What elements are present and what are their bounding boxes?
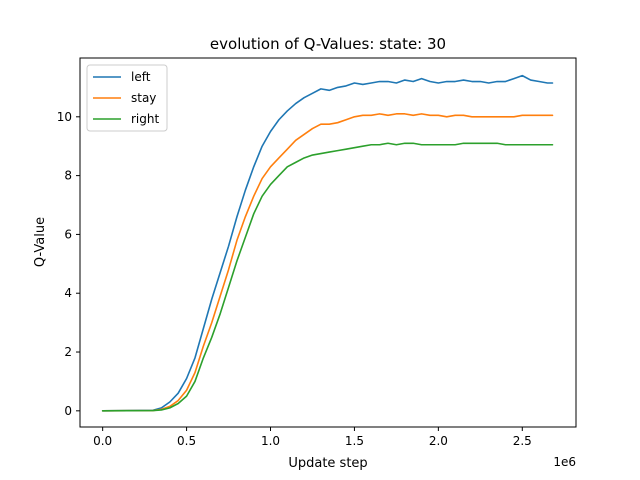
legend-label-stay: stay [131,91,156,105]
legend-box [86,64,168,132]
legend-label-left: left [131,70,151,84]
series-line-left [101,74,554,412]
series-layer [101,74,554,412]
y-tick-label: 2 [64,345,72,359]
plot-frame [79,57,577,428]
y-axis-label: Q-Value [33,217,48,267]
chart-title: evolution of Q-Values: state: 30 [210,35,446,53]
x-tick-label: 0.5 [177,434,196,448]
x-tick-label: 2.5 [513,434,532,448]
legend: left stay right [86,64,168,132]
x-axis-label: Update step [288,456,367,471]
x-tick-label: 2.0 [429,434,448,448]
y-tick-label: 10 [57,110,72,124]
y-tick-label: 0 [64,404,72,418]
axes-layer: 0.0 0.5 1.0 1.5 2.0 2.5 0 2 4 6 8 10 [57,110,532,448]
legend-label-right: right [131,112,159,126]
x-axis-offset-label: 1e6 [553,455,576,469]
y-tick-label: 8 [64,169,72,183]
series-line-stay [101,113,554,412]
x-tick-label: 1.5 [345,434,364,448]
x-tick-label: 1.0 [261,434,280,448]
series-line-right [101,142,554,412]
y-tick-label: 6 [64,227,72,241]
y-tick-label: 4 [64,286,72,300]
x-tick-label: 0.0 [93,434,112,448]
